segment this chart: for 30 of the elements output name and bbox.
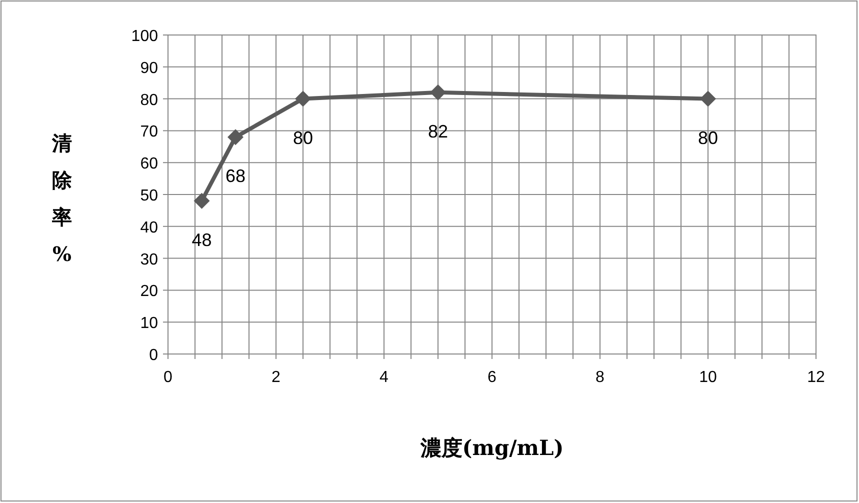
y-tick-label: 90 xyxy=(140,60,158,77)
data-label: 82 xyxy=(428,121,448,142)
point xyxy=(194,192,210,209)
data-label: 68 xyxy=(225,166,246,186)
x-axis-title: 濃度(mg/mL) xyxy=(419,435,564,460)
y-tick-label: 80 xyxy=(140,92,158,109)
y-tick-label: 0 xyxy=(149,347,158,364)
y-tick-label: 20 xyxy=(140,283,158,300)
y-axis-title: 清除率% xyxy=(51,131,73,266)
x-tick-label: 2 xyxy=(272,369,281,386)
y-tick-label: 70 xyxy=(140,124,158,141)
point xyxy=(228,129,244,146)
y-tick-label: 60 xyxy=(140,156,158,173)
x-tick-label: 10 xyxy=(699,369,717,386)
data-label: 48 xyxy=(192,230,212,250)
x-tick-label: 0 xyxy=(164,369,173,386)
point xyxy=(295,90,311,107)
data-label: 80 xyxy=(292,128,314,148)
x-tick-label: 6 xyxy=(488,369,497,386)
y-tick-label: 100 xyxy=(131,28,158,45)
x-tick-label: 4 xyxy=(380,369,389,386)
y-tick-label: 30 xyxy=(140,251,158,268)
data-label: 80 xyxy=(698,128,718,148)
y-tick-label: 50 xyxy=(140,188,158,204)
x-tick-label: 8 xyxy=(596,369,605,386)
y-tick-label: 40 xyxy=(140,219,158,236)
y-tick-label: 10 xyxy=(140,315,158,332)
point xyxy=(700,90,716,107)
point xyxy=(430,84,446,100)
x-tick-label: 12 xyxy=(807,369,825,386)
